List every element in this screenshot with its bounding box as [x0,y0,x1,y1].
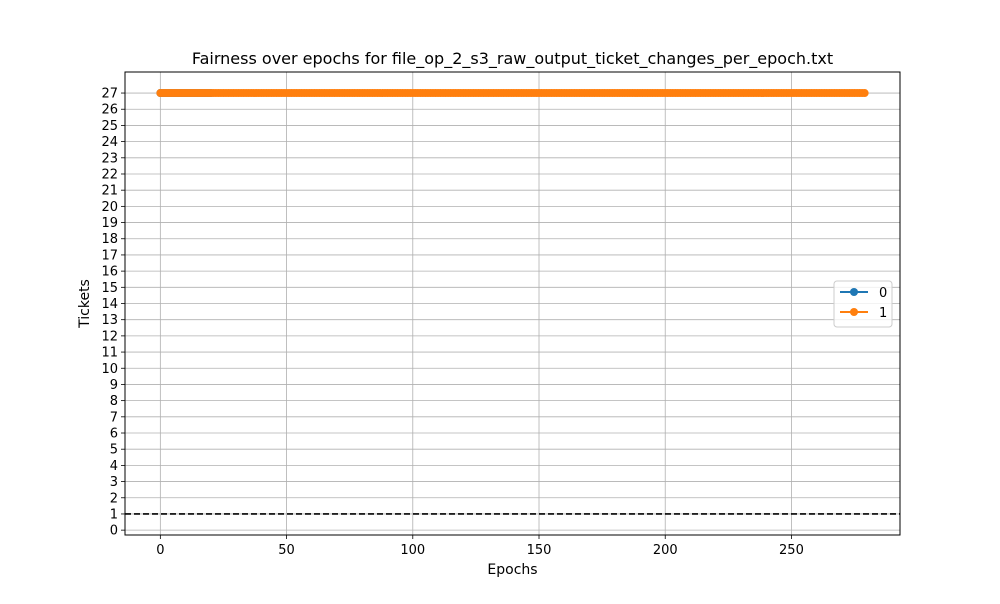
y-tick-label: 5 [110,443,118,458]
y-axis-label: Tickets [77,279,93,329]
y-tick-label: 24 [101,135,118,150]
y-tick-label: 17 [101,248,118,263]
data-point [860,89,869,98]
chart-title: Fairness over epochs for file_op_2_s3_ra… [192,49,833,69]
y-tick-label: 8 [110,394,118,409]
y-tick-label: 6 [110,427,118,442]
x-tick-label: 100 [400,543,425,558]
x-axis-label: Epochs [487,562,537,578]
series-layer [156,89,869,98]
y-tick-label: 19 [101,216,118,231]
y-tick-label: 16 [101,265,118,280]
y-tick-label: 18 [101,232,118,247]
x-tick-label: 150 [527,543,552,558]
y-tick-label: 4 [110,459,118,474]
x-tick-label: 0 [156,543,164,558]
x-tick-label: 200 [653,543,678,558]
x-tick-label: 50 [278,543,295,558]
y-tick-label: 21 [101,184,118,199]
y-tick-label: 2 [110,491,118,506]
grid-layer [125,72,900,535]
y-tick-label: 14 [101,297,118,312]
legend-marker [850,288,858,296]
y-tick-label: 0 [110,524,118,539]
x-tick-label: 250 [779,543,804,558]
series-1 [156,89,869,98]
y-tick-label: 7 [110,410,118,425]
legend-marker [850,308,858,316]
legend-label: 0 [879,286,887,301]
y-tick-label: 11 [101,346,118,361]
y-tick-label: 13 [101,313,118,328]
legend: 01 [833,280,893,328]
y-tick-label: 3 [110,475,118,490]
y-tick-label: 15 [101,281,118,296]
y-tick-label: 25 [101,119,118,134]
y-tick-label: 1 [110,507,118,522]
y-tick-label: 12 [101,329,118,344]
y-tick-label: 26 [101,103,118,118]
y-tick-label: 22 [101,167,118,182]
y-tick-label: 20 [101,200,118,215]
y-tick-label: 23 [101,151,118,166]
y-tick-label: 10 [101,362,118,377]
y-tick-label: 27 [101,87,118,102]
y-tick-label: 9 [110,378,118,393]
tick-layer: 0 50 100 150 200 2500123456789101112131415161… [101,87,803,558]
legend-label: 1 [879,306,887,321]
